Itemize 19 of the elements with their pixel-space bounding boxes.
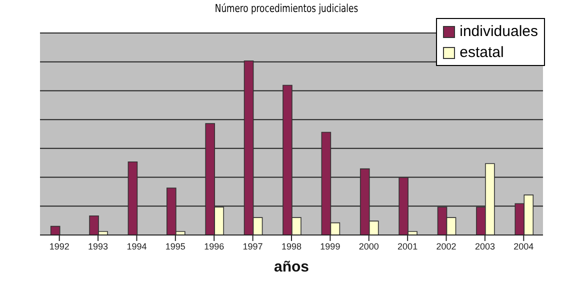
x-tick-label: 1995 <box>165 241 186 252</box>
x-tick-label: 2004 <box>514 241 534 252</box>
x-tick-label: 1996 <box>204 241 224 252</box>
x-axis-title: años <box>274 258 310 276</box>
chart-title: Número procedimientos judiciales <box>214 2 360 15</box>
x-tick-label: 2003 <box>474 241 495 252</box>
x-tick-label: 1997 <box>242 241 263 252</box>
bar <box>50 226 60 235</box>
x-tick-label: 2000 <box>358 241 379 252</box>
x-tick-label: 1992 <box>49 241 70 252</box>
x-tick-label: 2001 <box>398 241 418 252</box>
bar <box>128 161 138 235</box>
x-tick-label: 1994 <box>126 241 147 252</box>
legend-label: estatal <box>458 43 505 63</box>
legend-label: individuales <box>458 22 538 42</box>
x-tick-label: 1999 <box>320 241 340 252</box>
x-tick-label: 1998 <box>281 241 302 252</box>
x-tick-label: 1993 <box>88 241 108 252</box>
x-tick-label: 2002 <box>436 241 456 252</box>
